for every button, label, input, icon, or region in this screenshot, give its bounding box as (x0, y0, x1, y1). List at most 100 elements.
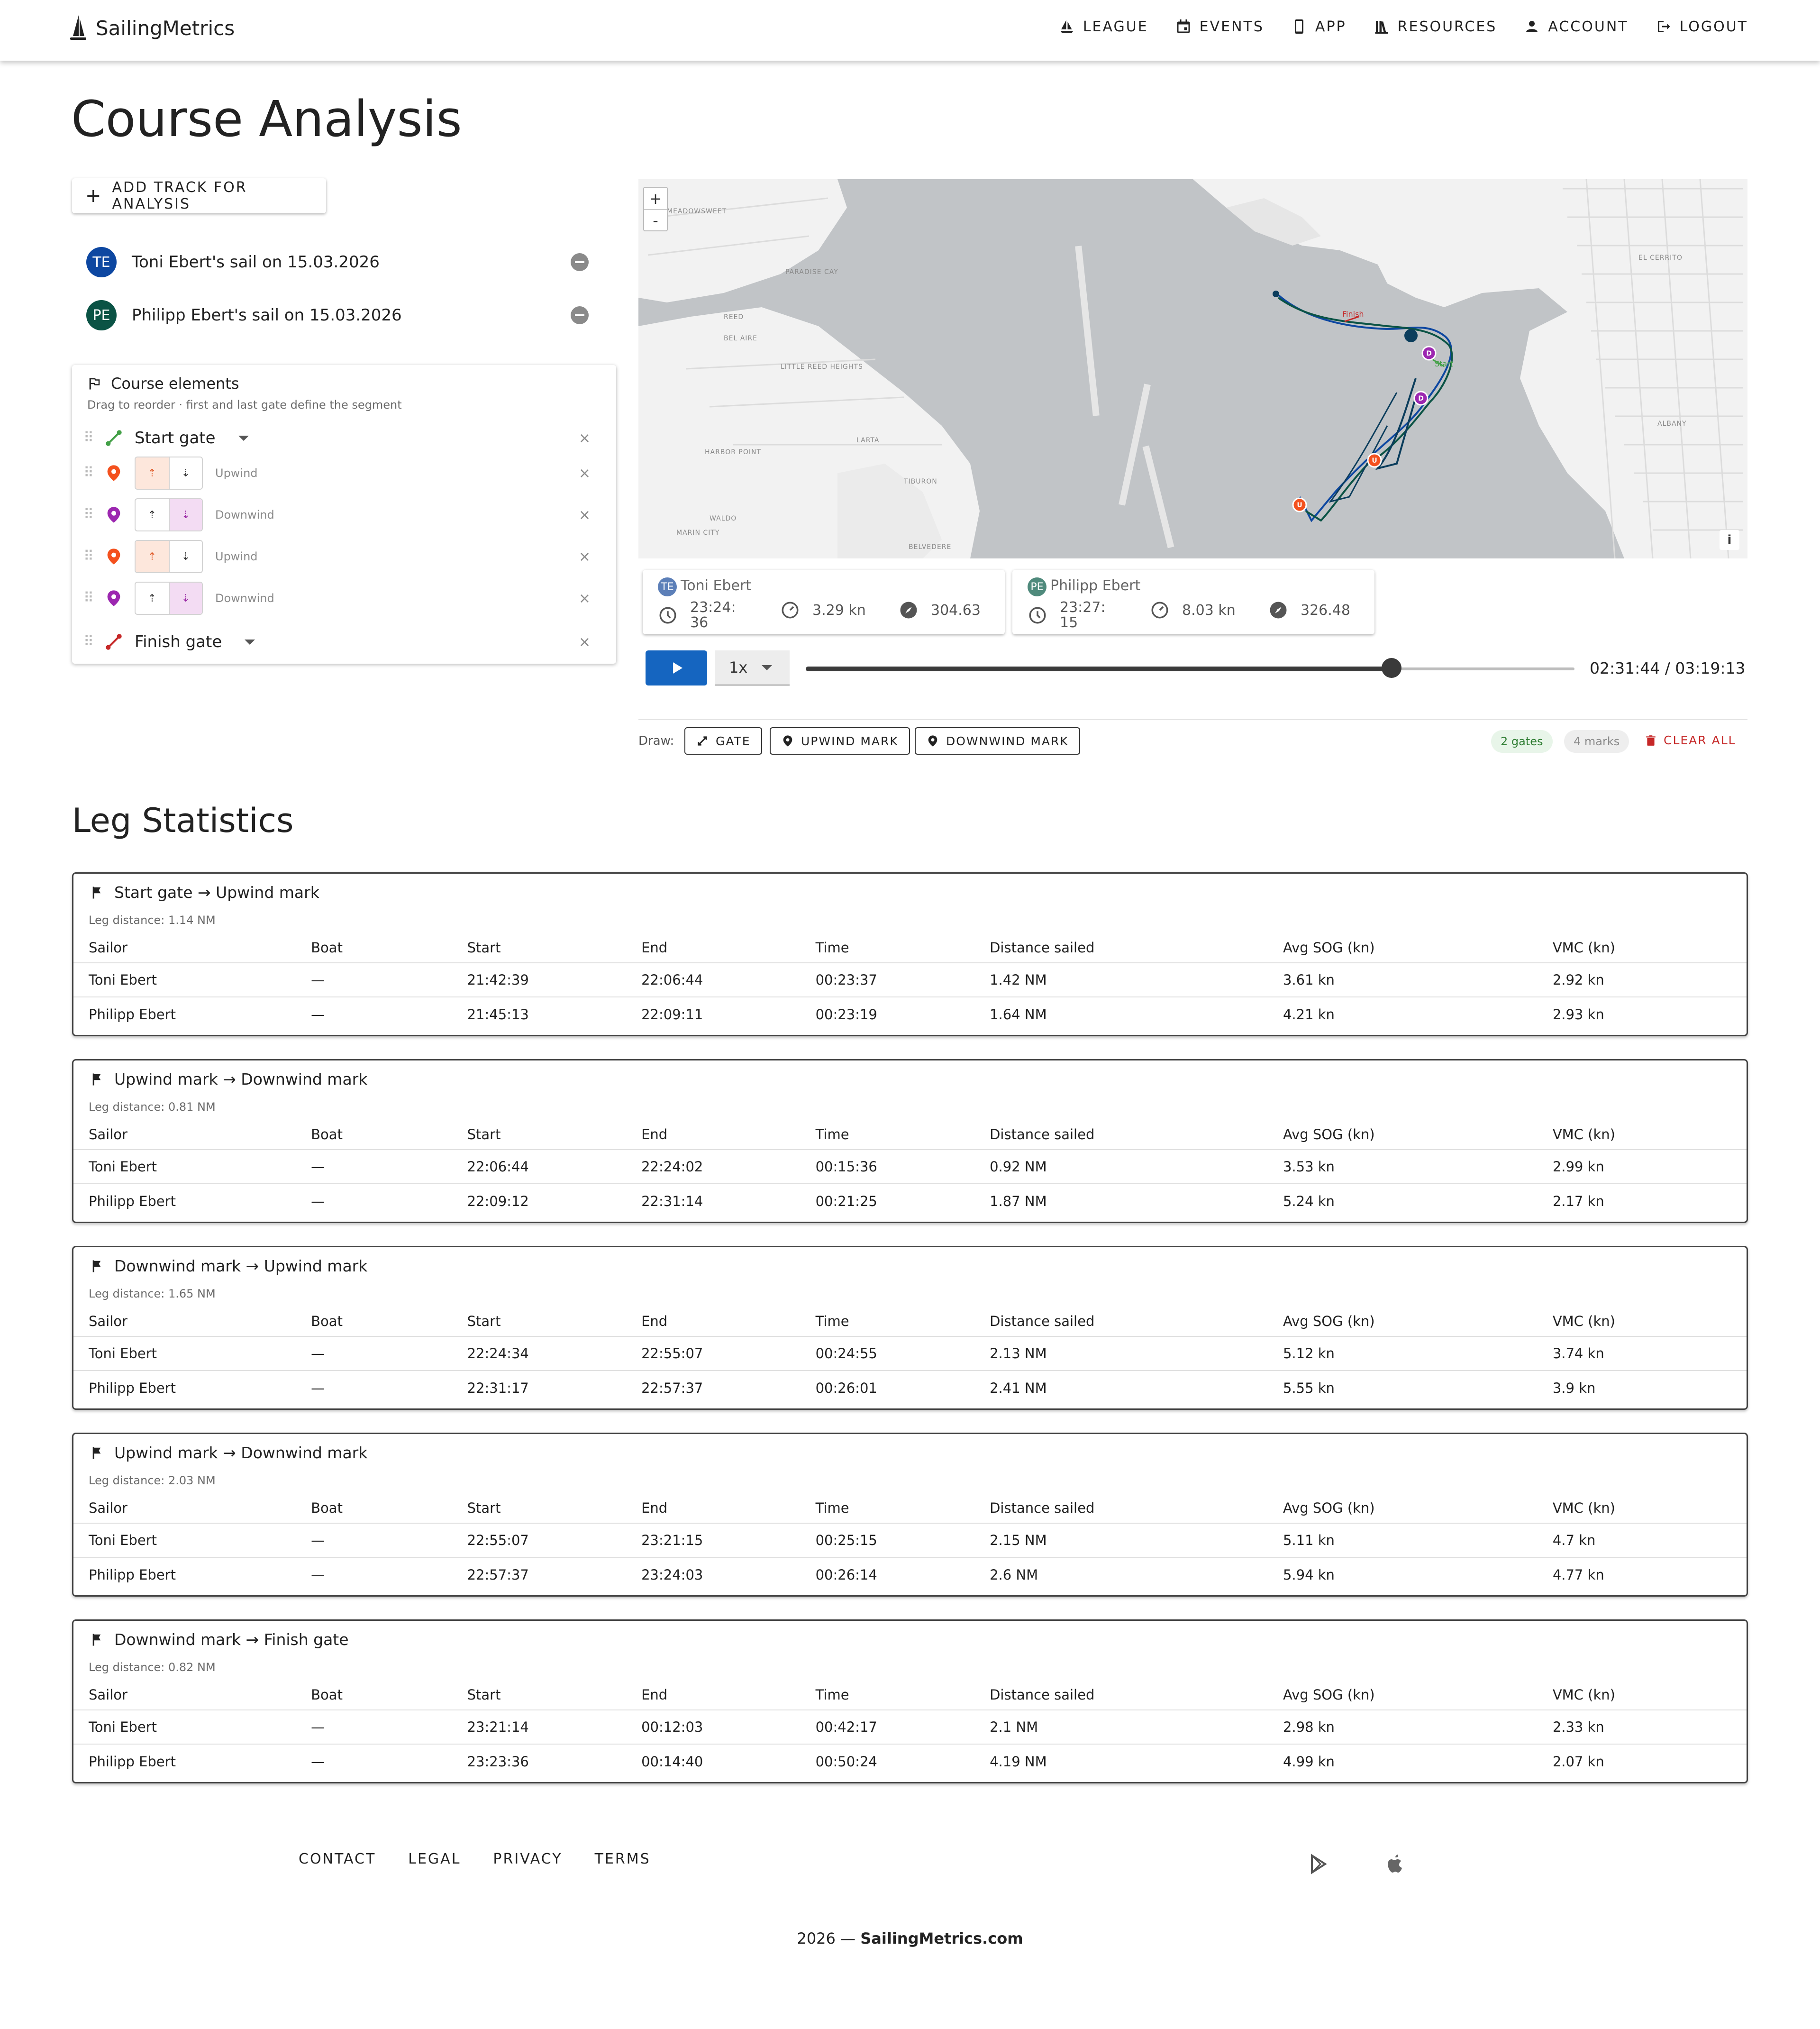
table-cell: 2.15 NM (974, 1523, 1268, 1558)
downwind-mark-letter: D (1426, 350, 1432, 357)
map-info-button[interactable]: i (1720, 530, 1739, 550)
nav-logout[interactable]: LOGOUT (1655, 18, 1748, 35)
table-header-row: Sailor Boat Start End Time Distance sailed Avg… (73, 1119, 1747, 1150)
upwind-toggle-button[interactable]: ⇡ (136, 457, 169, 489)
drag-handle-icon[interactable]: ⠿ (83, 633, 94, 650)
downwind-toggle-button[interactable]: ⇣ (169, 499, 202, 530)
table-cell: — (296, 1336, 452, 1371)
nav-resources[interactable]: RESOURCES (1373, 18, 1497, 35)
table-cell: 2.41 NM (990, 1380, 1047, 1396)
apple-icon[interactable] (1384, 1853, 1407, 1875)
nav-events[interactable]: EVENTS (1175, 18, 1264, 35)
downwind-toggle-button[interactable]: ⇣ (169, 583, 202, 614)
footer-link-legal[interactable]: LEGAL (408, 1851, 461, 1867)
close-icon[interactable]: × (578, 465, 591, 482)
boat-heading: 304.63 (931, 602, 981, 619)
nav-league[interactable]: LEAGUE (1058, 18, 1148, 35)
column-header: Start (452, 1493, 627, 1524)
leg-card: Upwind mark → Downwind mark Leg distance:… (72, 1059, 1748, 1223)
top-nav-bar: SailingMetrics LEAGUE EVENTS APP RESOURC… (0, 0, 1820, 61)
drag-handle-icon[interactable]: ⠿ (83, 548, 94, 565)
place-label: LARTA (856, 437, 879, 444)
footer-link-privacy[interactable]: PRIVACY (493, 1851, 563, 1867)
course-element-upwind-mark[interactable]: ⠿ ⇡ ⇣ Upwind × (83, 539, 605, 574)
table-header-row: Sailor Boat Start End Time Distance sailed Avg… (73, 932, 1747, 963)
draw-downwind-mark-button[interactable]: DOWNWIND MARK (915, 727, 1080, 755)
leg-stats-table: Sailor Boat Start End Time Distance sailed Avg… (73, 932, 1747, 1031)
draw-upwind-mark-button[interactable]: UPWIND MARK (770, 727, 910, 755)
close-icon[interactable]: × (578, 548, 591, 565)
leg-card: Upwind mark → Downwind mark Leg distance:… (72, 1433, 1748, 1597)
leg-card: Downwind mark → Finish gate Leg distance:… (72, 1619, 1748, 1783)
course-element-finish-gate[interactable]: ⠿ Finish gate × (83, 625, 605, 659)
upwind-toggle-button[interactable]: ⇡ (136, 541, 169, 572)
remove-track-icon[interactable] (571, 253, 589, 271)
zoom-in-button[interactable]: + (649, 189, 662, 208)
table-cell: 2.07 kn (1552, 1753, 1604, 1770)
close-icon[interactable]: × (578, 430, 591, 447)
place-label: PARADISE CAY (785, 268, 838, 276)
playback-slider-thumb[interactable] (1381, 658, 1401, 678)
table-cell: Philipp Ebert (89, 1566, 176, 1583)
downwind-mark-marker (1413, 391, 1429, 406)
downwind-toggle-button[interactable]: ⇣ (169, 457, 202, 489)
leg-title-text: Upwind mark → Downwind mark (114, 1070, 368, 1088)
zoom-out-button[interactable]: - (644, 209, 667, 230)
course-element-downwind-mark[interactable]: ⠿ ⇡ ⇣ Downwind × (83, 581, 605, 615)
table-cell: 00:23:37 (800, 963, 975, 997)
finish-gate-line (1344, 316, 1359, 322)
leg-title: Downwind mark → Upwind mark (91, 1257, 367, 1275)
close-icon[interactable]: × (578, 590, 591, 607)
column-header: Boat (296, 1306, 452, 1337)
drag-handle-icon[interactable]: ⠿ (83, 430, 94, 446)
pier-structure (1142, 445, 1174, 548)
table-cell: 22:09:11 (641, 1006, 703, 1023)
chevron-down-icon[interactable] (245, 639, 255, 645)
boat-speed-stat: 8.03 kn (1150, 600, 1236, 620)
nav-account[interactable]: ACCOUNT (1523, 18, 1628, 35)
upwind-toggle-button[interactable]: ⇡ (147, 592, 157, 604)
drag-handle-icon[interactable]: ⠿ (83, 590, 94, 606)
add-track-button[interactable]: + ADD TRACK FOR ANALYSIS (72, 178, 326, 213)
draw-gate-button[interactable]: GATE (684, 727, 762, 755)
upwind-toggle-button[interactable]: ⇡ (147, 509, 157, 521)
table-cell: — (296, 1523, 452, 1558)
column-header: VMC (kn) (1537, 1306, 1747, 1337)
clock-icon (659, 607, 676, 624)
course-element-upwind-mark[interactable]: ⠿ ⇡ ⇣ Upwind × (83, 456, 605, 490)
course-element-downwind-mark[interactable]: ⠿ ⇡ ⇣ Downwind × (83, 498, 605, 532)
course-element-start-gate[interactable]: ⠿ Start gate × (83, 421, 605, 455)
nav-app[interactable]: APP (1291, 18, 1347, 35)
playback-speed-select[interactable]: 1x (715, 650, 790, 685)
footer-link-terms[interactable]: TERMS (594, 1851, 651, 1867)
table-cell: 21:45:13 (467, 1006, 529, 1023)
calendar-icon (1177, 19, 1190, 33)
google-play-icon[interactable] (1307, 1853, 1330, 1875)
table-cell: 1.87 NM (990, 1193, 1047, 1209)
downwind-toggle-button[interactable]: ⇣ (169, 541, 202, 572)
drag-handle-icon[interactable]: ⠿ (83, 465, 94, 481)
close-icon[interactable]: × (578, 633, 591, 650)
column-header: VMC (kn) (1537, 1493, 1747, 1524)
playback-slider[interactable] (806, 658, 1574, 678)
direction-toggle: ⇡ ⇣ (135, 457, 203, 490)
column-header: Start (452, 1680, 627, 1710)
chevron-down-icon[interactable] (238, 435, 249, 441)
leg-distance: Leg distance: 0.81 NM (89, 1100, 216, 1114)
table-cell: — (311, 1006, 325, 1023)
map-pin-icon (107, 590, 120, 606)
footer-link-contact[interactable]: CONTACT (299, 1851, 376, 1867)
clear-all-button[interactable]: CLEAR ALL (1645, 733, 1736, 747)
close-icon[interactable]: × (578, 506, 591, 523)
remove-track-icon[interactable] (571, 306, 589, 324)
course-map[interactable]: MEADOWSWEET PARADISE CAY REED BEL AIRE L… (638, 179, 1747, 558)
copyright-site[interactable]: SailingMetrics.com (860, 1929, 1023, 1947)
avatar: TE (86, 247, 117, 277)
boat-position-marker (1273, 291, 1279, 297)
play-button[interactable] (646, 650, 707, 685)
table-cell: 5.11 kn (1267, 1523, 1538, 1558)
brand-logo[interactable]: SailingMetrics (70, 14, 235, 42)
table-cell: 21:42:39 (452, 963, 627, 997)
drag-handle-icon[interactable]: ⠿ (83, 506, 94, 523)
leg-title-text: Downwind mark → Finish gate (114, 1630, 349, 1649)
